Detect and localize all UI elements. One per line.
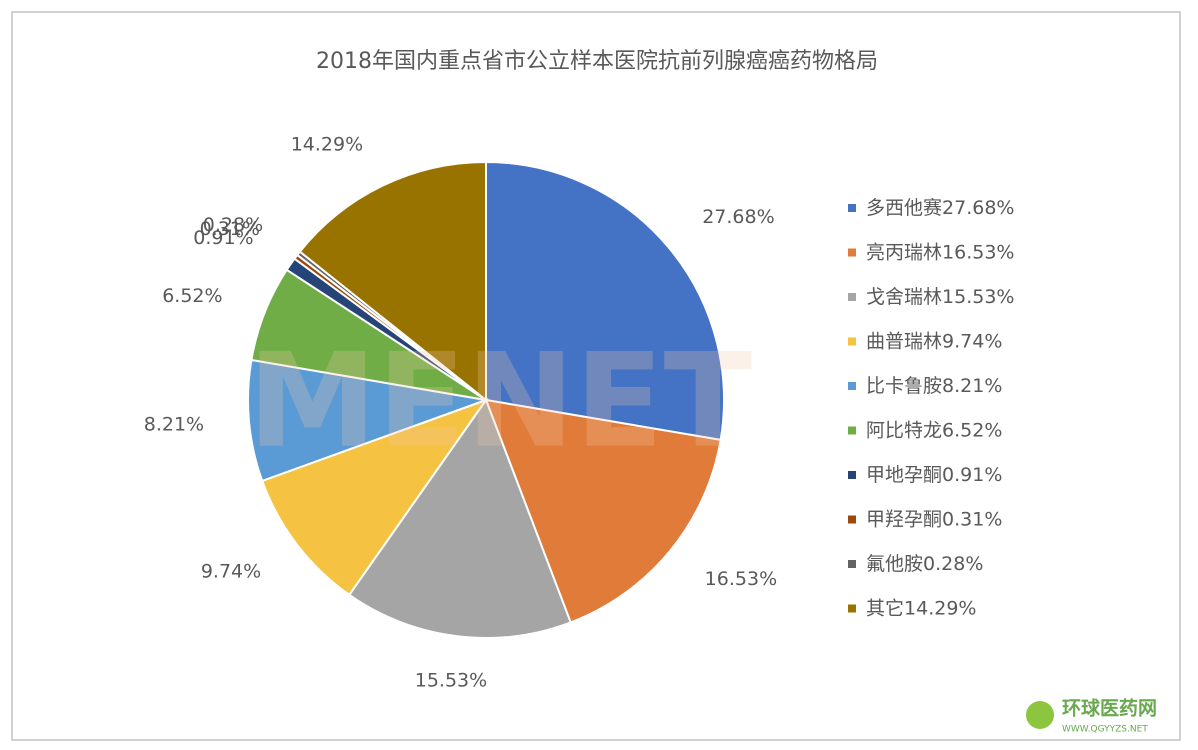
data-label: 16.53%: [705, 568, 777, 590]
legend-entry: 其它14.29%: [866, 597, 976, 619]
legend-entry: 氟他胺0.28%: [866, 553, 983, 575]
legend-entry: 曲普瑞林9.74%: [866, 330, 1002, 352]
legend-value: 14.29%: [904, 597, 976, 619]
legend-name: 比卡鲁胺: [866, 375, 942, 397]
legend-marker: [848, 337, 856, 346]
legend-name: 多西他赛: [866, 197, 942, 219]
data-label: 15.53%: [415, 669, 487, 691]
legend-entry: 多西他赛27.68%: [866, 197, 1014, 219]
pie-slice: [298, 160, 487, 403]
legend-value: 27.68%: [942, 197, 1014, 219]
chart-title: 2018年国内重点省市公立样本医院抗前列腺癌癌药物格局: [316, 49, 878, 74]
data-label: 27.68%: [702, 206, 774, 228]
legend-marker: [848, 426, 856, 435]
pie-slice: [485, 160, 725, 442]
legend-value: 9.74%: [942, 330, 1002, 352]
data-label: 9.74%: [201, 560, 261, 582]
pie: 27.68% 16.53% 15.53% 9.74% 8.21% 6.52% 0.91%0.…: [144, 134, 777, 692]
legend-entry: 阿比特龙6.52%: [866, 419, 1002, 441]
legend-value: 6.52%: [942, 419, 1002, 441]
legend-marker: [848, 471, 856, 479]
legend-name: 曲普瑞林: [866, 330, 942, 352]
legend-value: 0.28%: [923, 553, 983, 575]
data-label: 6.52%: [162, 285, 222, 307]
pie-slice: [260, 397, 489, 597]
legend-value: 0.91%: [942, 464, 1002, 486]
legend-entry: 亮丙瑞林16.53%: [866, 241, 1014, 263]
legend-value: 8.21%: [942, 375, 1002, 397]
legend-name: 甲羟孕酮: [866, 508, 942, 530]
data-label: 0.31%: [200, 218, 260, 240]
logo-icon: [1026, 701, 1054, 729]
legend-marker: [848, 382, 856, 390]
legend-marker: [848, 293, 856, 301]
logo-text: 环球医药网: [1062, 697, 1157, 720]
data-label: 8.21%: [144, 414, 204, 436]
legend-name: 戈舍瑞林: [866, 286, 942, 308]
data-label: 14.29%: [291, 134, 363, 156]
pie-slice: [347, 397, 572, 639]
pie-slice: [484, 398, 722, 624]
legend-value: 0.31%: [942, 508, 1002, 530]
legend: 多西他赛27.68%亮丙瑞林16.53%戈舍瑞林15.53%曲普瑞林9.74%比…: [848, 197, 1014, 619]
legend-entry: 甲地孕酮0.91%: [866, 464, 1002, 486]
legend-marker: [848, 560, 856, 568]
legend-marker: [848, 248, 856, 257]
legend-marker: [848, 515, 856, 524]
legend-name: 其它: [866, 597, 904, 619]
legend-entry: 甲羟孕酮0.31%: [866, 508, 1002, 530]
legend-entry: 比卡鲁胺8.21%: [866, 375, 1002, 397]
legend-value: 15.53%: [942, 286, 1014, 308]
legend-marker: [848, 604, 856, 613]
legend-value: 16.53%: [942, 241, 1014, 263]
legend-name: 亮丙瑞林: [866, 241, 942, 263]
legend-name: 氟他胺: [866, 553, 923, 575]
legend-name: 阿比特龙: [866, 419, 942, 441]
legend-name: 甲地孕酮: [866, 464, 942, 486]
logo-url: WWW.QGYYZS.NET: [1062, 725, 1148, 735]
data-label: 0.91%: [193, 227, 253, 249]
legend-entry: 戈舍瑞林15.53%: [866, 286, 1014, 308]
legend-marker: [848, 204, 856, 212]
data-label: 0.28%: [203, 214, 263, 236]
watermark: MENET: [248, 325, 752, 477]
